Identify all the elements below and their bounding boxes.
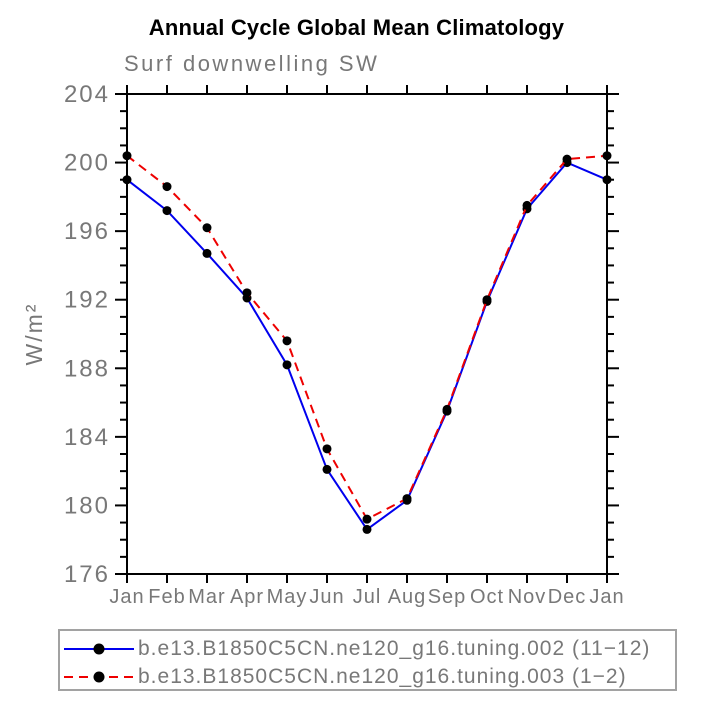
data-point-marker (242, 288, 252, 298)
series-line-1 (126, 154, 608, 521)
x-tick-label: May (267, 586, 308, 608)
plot-area: Jan Feb Mar Apr May Jun Jul Aug Sep Oct Nov Dec Jan1… (21, 81, 624, 608)
data-point-marker (202, 223, 212, 233)
x-tick-label: Feb (148, 586, 185, 608)
chart-title: Annual Cycle Global Mean Climatology (148, 15, 565, 40)
x-tick-label: Oct (470, 586, 504, 608)
data-point-marker (522, 200, 532, 210)
data-point-marker (162, 206, 172, 216)
legend-box: b.e13.B1850C5CN.ne120_g16.tuning.002 (11… (58, 629, 677, 691)
y-tick-label: 188 (64, 355, 110, 382)
data-point-marker (362, 524, 372, 534)
x-tick-label: Jul (353, 586, 382, 608)
data-point-marker (162, 182, 172, 192)
y-tick-label: 204 (64, 81, 110, 108)
chart-subtitle: Surf downwelling SW (124, 51, 380, 76)
data-point-marker (202, 248, 212, 258)
series-line-0 (126, 161, 608, 531)
y-tick-label: 200 (64, 150, 110, 177)
legend-line-sample-blue (64, 643, 134, 655)
y-tick-label: 176 (64, 561, 110, 588)
x-tick-label: Aug (388, 586, 427, 608)
data-point-marker (122, 151, 132, 161)
x-tick-label: Jan (109, 586, 144, 608)
data-point-marker (122, 175, 132, 185)
y-tick-label: 192 (64, 287, 110, 314)
data-point-marker (322, 464, 332, 474)
data-point-marker (282, 360, 292, 370)
data-point-marker (362, 514, 372, 524)
data-point-marker (402, 494, 412, 504)
y-axis-label: W/m² (21, 303, 47, 366)
y-tick-label: 196 (64, 218, 110, 245)
x-tick-label: Sep (428, 586, 467, 608)
legend-sample-marker (93, 643, 105, 655)
data-point-marker (322, 444, 332, 454)
legend-line-sample-red (64, 671, 134, 683)
x-tick-label: Jan (589, 586, 624, 608)
data-point-marker (602, 175, 612, 185)
x-tick-label: Dec (548, 586, 587, 608)
legend-item-series-1: b.e13.B1850C5CN.ne120_g16.tuning.003 (1−… (62, 665, 627, 689)
x-tick-label: Jun (309, 586, 344, 608)
x-tick-label: Mar (188, 586, 225, 608)
data-point-marker (442, 404, 452, 414)
legend-sample-marker (93, 671, 105, 683)
data-point-marker (282, 336, 292, 346)
data-point-marker (562, 154, 572, 164)
y-tick-label: 184 (64, 424, 110, 451)
legend-item-series-0: b.e13.B1850C5CN.ne120_g16.tuning.002 (11… (62, 637, 650, 661)
plot-frame (126, 93, 608, 575)
y-tick-label: 180 (64, 492, 110, 519)
data-point-marker (482, 295, 492, 305)
legend-label: b.e13.B1850C5CN.ne120_g16.tuning.002 (11… (138, 637, 651, 660)
legend-label: b.e13.B1850C5CN.ne120_g16.tuning.003 (1−… (138, 665, 627, 688)
x-tick-label: Apr (230, 586, 264, 608)
data-point-marker (602, 151, 612, 161)
x-tick-label: Nov (508, 586, 547, 608)
